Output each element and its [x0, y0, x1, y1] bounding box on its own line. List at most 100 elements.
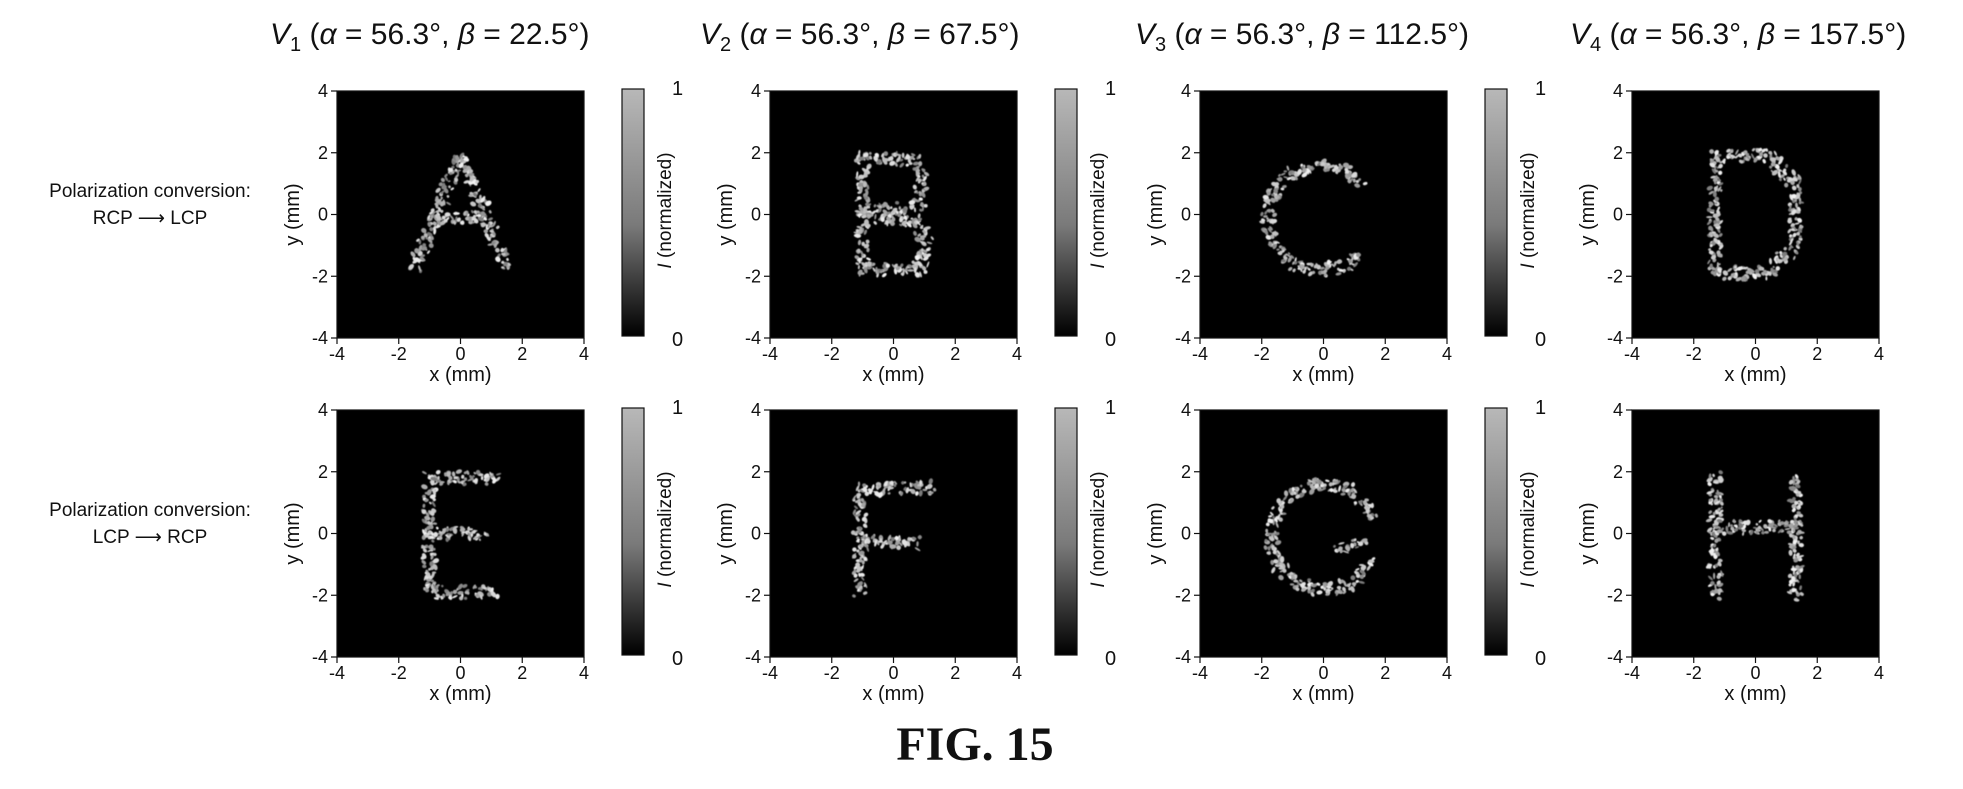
speckle: [1708, 190, 1714, 195]
speckle: [919, 249, 923, 254]
speckle: [466, 470, 470, 475]
title-part-sub: 3: [1155, 34, 1166, 56]
speckle: [1794, 526, 1799, 530]
panel-e: -4-4 -2 -2 0 0 2 2 4 4 x (mm) y (mm) 1 0 I (normalize…: [282, 397, 683, 705]
speckle: [1771, 161, 1777, 167]
speckle: [1340, 492, 1346, 496]
speckle: [884, 158, 889, 162]
speckle: [1779, 174, 1786, 179]
speckle: [1775, 266, 1781, 271]
speckle: [1711, 547, 1715, 552]
speckle: [866, 184, 870, 190]
speckle: [435, 469, 441, 475]
colorbar-label-text: (normalized): [655, 471, 676, 582]
speckle: [1754, 269, 1760, 274]
x-axis-label: x (mm): [862, 683, 924, 705]
speckle: [1275, 532, 1280, 536]
speckle: [1306, 165, 1313, 170]
speckle: [863, 591, 868, 595]
speckle: [863, 170, 869, 177]
speckle: [1283, 176, 1289, 179]
x-tick-label: -4: [1624, 344, 1640, 364]
speckle: [1299, 579, 1303, 583]
title-part-v: V: [1135, 18, 1158, 51]
speckle: [1271, 567, 1276, 574]
speckle: [857, 588, 860, 592]
colorbar-min-label: 0: [1105, 329, 1116, 351]
colorbar-label-symbol: I: [1088, 263, 1109, 269]
speckle: [1706, 207, 1712, 213]
row-label-line1: Polarization conversion:: [49, 500, 251, 521]
speckle: [1795, 488, 1799, 492]
speckle: [880, 544, 885, 549]
speckle: [889, 544, 897, 549]
speckle: [426, 231, 433, 237]
speckle: [882, 209, 888, 215]
speckle: [858, 257, 861, 264]
speckle: [1710, 580, 1715, 586]
x-tick-label: -2: [1686, 344, 1702, 364]
speckle: [447, 482, 450, 486]
speckle: [1787, 542, 1793, 546]
speckle: [1350, 575, 1356, 581]
speckle: [1271, 193, 1275, 197]
speckle: [1333, 544, 1336, 548]
speckle: [1782, 168, 1787, 173]
speckle: [919, 255, 923, 261]
speckle: [1733, 528, 1739, 532]
speckle: [928, 491, 934, 495]
speckle: [898, 536, 902, 541]
speckle: [452, 221, 457, 224]
speckle: [425, 585, 430, 589]
speckle: [922, 266, 926, 270]
y-tick-label: 4: [1613, 81, 1623, 101]
speckle: [920, 226, 924, 230]
speckle: [1793, 517, 1797, 521]
speckle: [916, 220, 921, 226]
speckle: [852, 594, 856, 598]
speckle: [448, 596, 453, 600]
speckle: [437, 476, 440, 481]
speckle: [1279, 511, 1283, 515]
speckle: [1768, 151, 1773, 155]
y-tick-label: 0: [751, 205, 761, 225]
speckle: [1311, 167, 1315, 171]
y-tick-label: 2: [318, 143, 328, 163]
speckle: [1293, 260, 1298, 265]
speckle: [455, 216, 458, 223]
speckle: [1329, 488, 1334, 492]
x-tick-label: -4: [762, 663, 778, 683]
speckle: [871, 210, 876, 214]
speckle: [422, 471, 427, 475]
speckle: [866, 265, 873, 270]
speckle: [865, 264, 868, 267]
speckle: [1323, 483, 1327, 487]
x-tick-label: 0: [455, 344, 465, 364]
x-tick-label: 4: [1012, 344, 1022, 364]
speckle: [1779, 251, 1783, 254]
speckle: [1727, 267, 1733, 273]
speckle: [1282, 185, 1287, 189]
speckle: [1355, 579, 1359, 583]
title-part-b: β: [1757, 18, 1775, 51]
title-part-beq: = 157.5°): [1775, 18, 1906, 51]
speckle: [1769, 165, 1773, 169]
speckle: [877, 207, 882, 213]
speckle: [1717, 537, 1722, 542]
colorbar: [1484, 88, 1508, 337]
speckle: [890, 536, 896, 542]
speckle: [445, 527, 450, 532]
column-title-v2: V2 (α = 56.3°, β = 67.5°): [700, 18, 1020, 56]
panel-a: -4-4 -2 -2 0 0 2 2 4 4 x (mm) y (mm) 1 0 I (normalize…: [282, 78, 683, 386]
title-part-b: β: [1322, 18, 1340, 51]
row-label-line1: Polarization conversion:: [49, 181, 251, 202]
y-axis-label: y (mm): [715, 183, 737, 245]
speckle: [1287, 256, 1292, 263]
speckle: [469, 175, 475, 182]
speckle: [882, 264, 886, 269]
speckle: [1772, 265, 1775, 269]
speckle: [451, 165, 455, 169]
speckle: [903, 486, 907, 491]
speckle: [866, 257, 871, 261]
speckle: [1794, 222, 1800, 225]
